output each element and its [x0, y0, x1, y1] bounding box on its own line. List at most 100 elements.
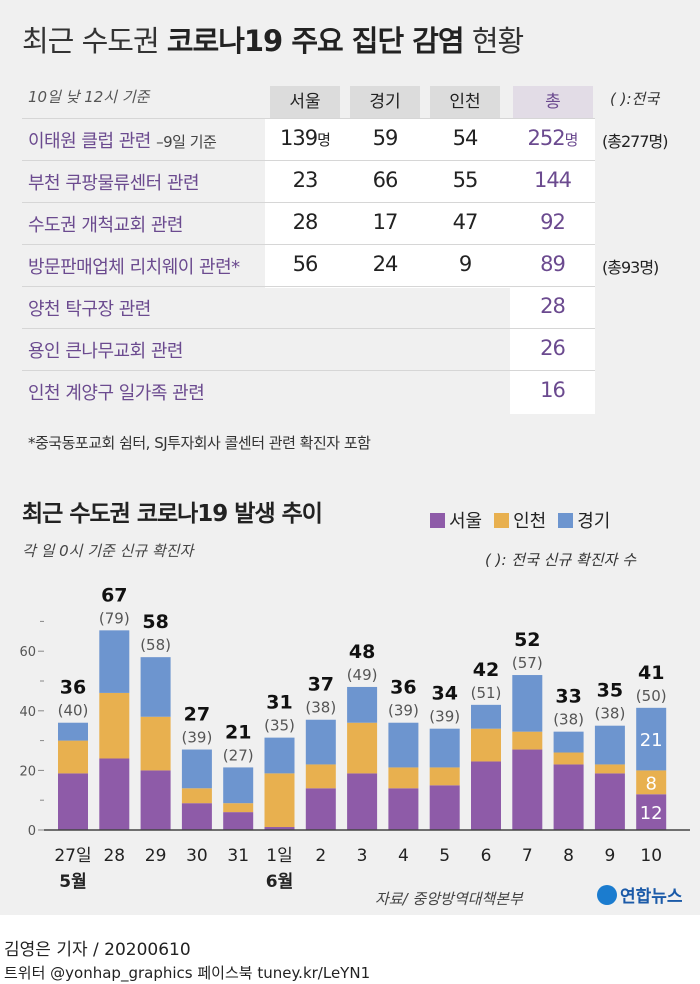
bar-national-label: (58)	[140, 636, 171, 654]
divider	[22, 118, 595, 119]
bar-segment-서울	[99, 758, 130, 830]
bar-segment-경기	[223, 767, 254, 804]
bar-segment-서울	[181, 803, 212, 830]
bar-segment-경기	[264, 737, 295, 774]
bar-segment-경기	[140, 657, 171, 717]
x-tick-label: 6	[481, 846, 492, 866]
divider	[22, 160, 595, 161]
bar-segment-서울	[305, 788, 336, 830]
legend-swatch	[558, 512, 574, 528]
infographic: 최근 수도권 코로나19 주요 집단 감염 현황 10일 낮 12시 기준 ( …	[0, 0, 700, 915]
bar-national-label: (38)	[305, 699, 336, 717]
bar-segment-서울	[264, 827, 295, 830]
x-tick-label: 3	[357, 846, 368, 866]
month-label: 5월	[59, 872, 86, 890]
y-tick-label: 20	[19, 764, 36, 779]
legend-label: 인천	[513, 511, 547, 532]
bar-segment-서울	[347, 773, 378, 830]
x-tick-label: 29	[145, 846, 167, 866]
cell-gyeonggi: 59	[372, 126, 399, 150]
cell-seoul: 56	[292, 252, 319, 276]
bar-national-label: (38)	[595, 705, 626, 723]
bar-segment-인천	[58, 740, 88, 774]
bar-national-label: (39)	[182, 729, 213, 747]
bar-segment-인천	[305, 764, 336, 789]
byline: 김영은 기자 / 20200610	[4, 940, 191, 960]
cell-incheon: 55	[452, 168, 479, 192]
divider	[22, 202, 595, 203]
legend-swatch	[430, 512, 445, 528]
bar-total-label: 34	[431, 683, 457, 705]
cell-gyeonggi: 24	[372, 252, 399, 276]
x-tick-label: 2	[315, 846, 326, 866]
segment-value-label: 21	[640, 730, 663, 751]
bar-segment-경기	[99, 630, 130, 693]
page-title: 최근 수도권 코로나19 주요 집단 감염 현황	[22, 24, 524, 58]
bar-segment-인천	[636, 770, 667, 795]
cell-total: 16	[540, 378, 566, 402]
legend-label: 서울	[449, 511, 483, 532]
bar-segment-경기	[636, 707, 667, 771]
table-basis: 10일 낮 12시 기준	[28, 88, 150, 106]
y-tick-label: 0	[28, 824, 36, 839]
divider	[22, 328, 595, 329]
cell-gyeonggi: 17	[372, 210, 399, 234]
y-tick-label: 60	[19, 645, 36, 660]
stacked-bar-chart: 020406036(40)27일67(79)2858(58)2927(39)30…	[19, 584, 690, 890]
legend: 서울 인천 경기	[430, 507, 610, 533]
legend-incheon: 인천	[494, 507, 546, 533]
bar-total-label: 21	[225, 721, 251, 743]
bar-total-label: 27	[184, 704, 210, 726]
bar-segment-인천	[347, 722, 378, 774]
row-label: 방문판매업체 리치웨이 관련*	[28, 257, 240, 278]
legend-seoul: 서울	[430, 507, 482, 533]
social-links: 트위터 @yonhap_graphics 페이스북 tuney.kr/LeYN1	[4, 964, 371, 982]
x-tick-label: 31	[227, 846, 249, 866]
bar-total-label: 36	[60, 677, 86, 699]
x-tick-label: 8	[563, 846, 574, 866]
legend-label: 경기	[577, 511, 611, 532]
total-column-bg	[510, 118, 595, 414]
source: 자료/ 중앙방역대책본부	[375, 890, 523, 908]
bar-segment-서울	[58, 773, 88, 830]
bar-segment-인천	[99, 692, 130, 759]
divider	[22, 286, 595, 287]
bar-segment-서울	[553, 764, 584, 830]
bar-segment-인천	[181, 788, 212, 804]
x-tick-label: 28	[103, 846, 125, 866]
bar-national-label: (39)	[388, 702, 419, 720]
cell-incheon: 47	[452, 210, 479, 234]
bar-segment-경기	[305, 719, 336, 765]
bar-segment-인천	[553, 752, 584, 765]
bar-total-label: 35	[597, 680, 623, 702]
cell-total: 26	[540, 336, 566, 360]
bar-segment-인천	[388, 767, 419, 789]
legend-swatch	[494, 512, 510, 528]
cell-total: 252명	[527, 126, 579, 150]
bar-total-label: 41	[638, 662, 664, 684]
bar-segment-인천	[594, 764, 625, 774]
bar-segment-경기	[512, 675, 543, 732]
legend-gyeonggi: 경기	[558, 507, 610, 533]
bar-national-label: (38)	[553, 711, 584, 729]
cell-seoul: 139명	[280, 126, 331, 150]
bar-segment-서울	[388, 788, 419, 830]
row-label: 수도권 개척교회 관련	[28, 215, 183, 236]
bar-total-label: 52	[514, 629, 540, 651]
x-tick-label: 30	[186, 846, 208, 866]
table-body-bg	[265, 118, 510, 288]
bar-segment-인천	[471, 728, 501, 762]
month-label: 6월	[266, 872, 293, 890]
bar-segment-서울	[429, 785, 460, 830]
bar-national-label: (40)	[58, 702, 89, 720]
bar-segment-인천	[512, 731, 543, 750]
x-tick-label: 5	[439, 846, 450, 866]
header-total: 총	[513, 86, 593, 118]
bar-segment-경기	[429, 728, 460, 768]
bar-segment-경기	[58, 722, 88, 741]
bar-total-label: 58	[142, 611, 168, 633]
bar-segment-인천	[264, 773, 295, 828]
cell-total: 92	[540, 210, 566, 234]
chart-national-note: ( ): 전국 신규 확진자 수	[485, 551, 636, 569]
bar-total-label: 37	[308, 674, 334, 696]
